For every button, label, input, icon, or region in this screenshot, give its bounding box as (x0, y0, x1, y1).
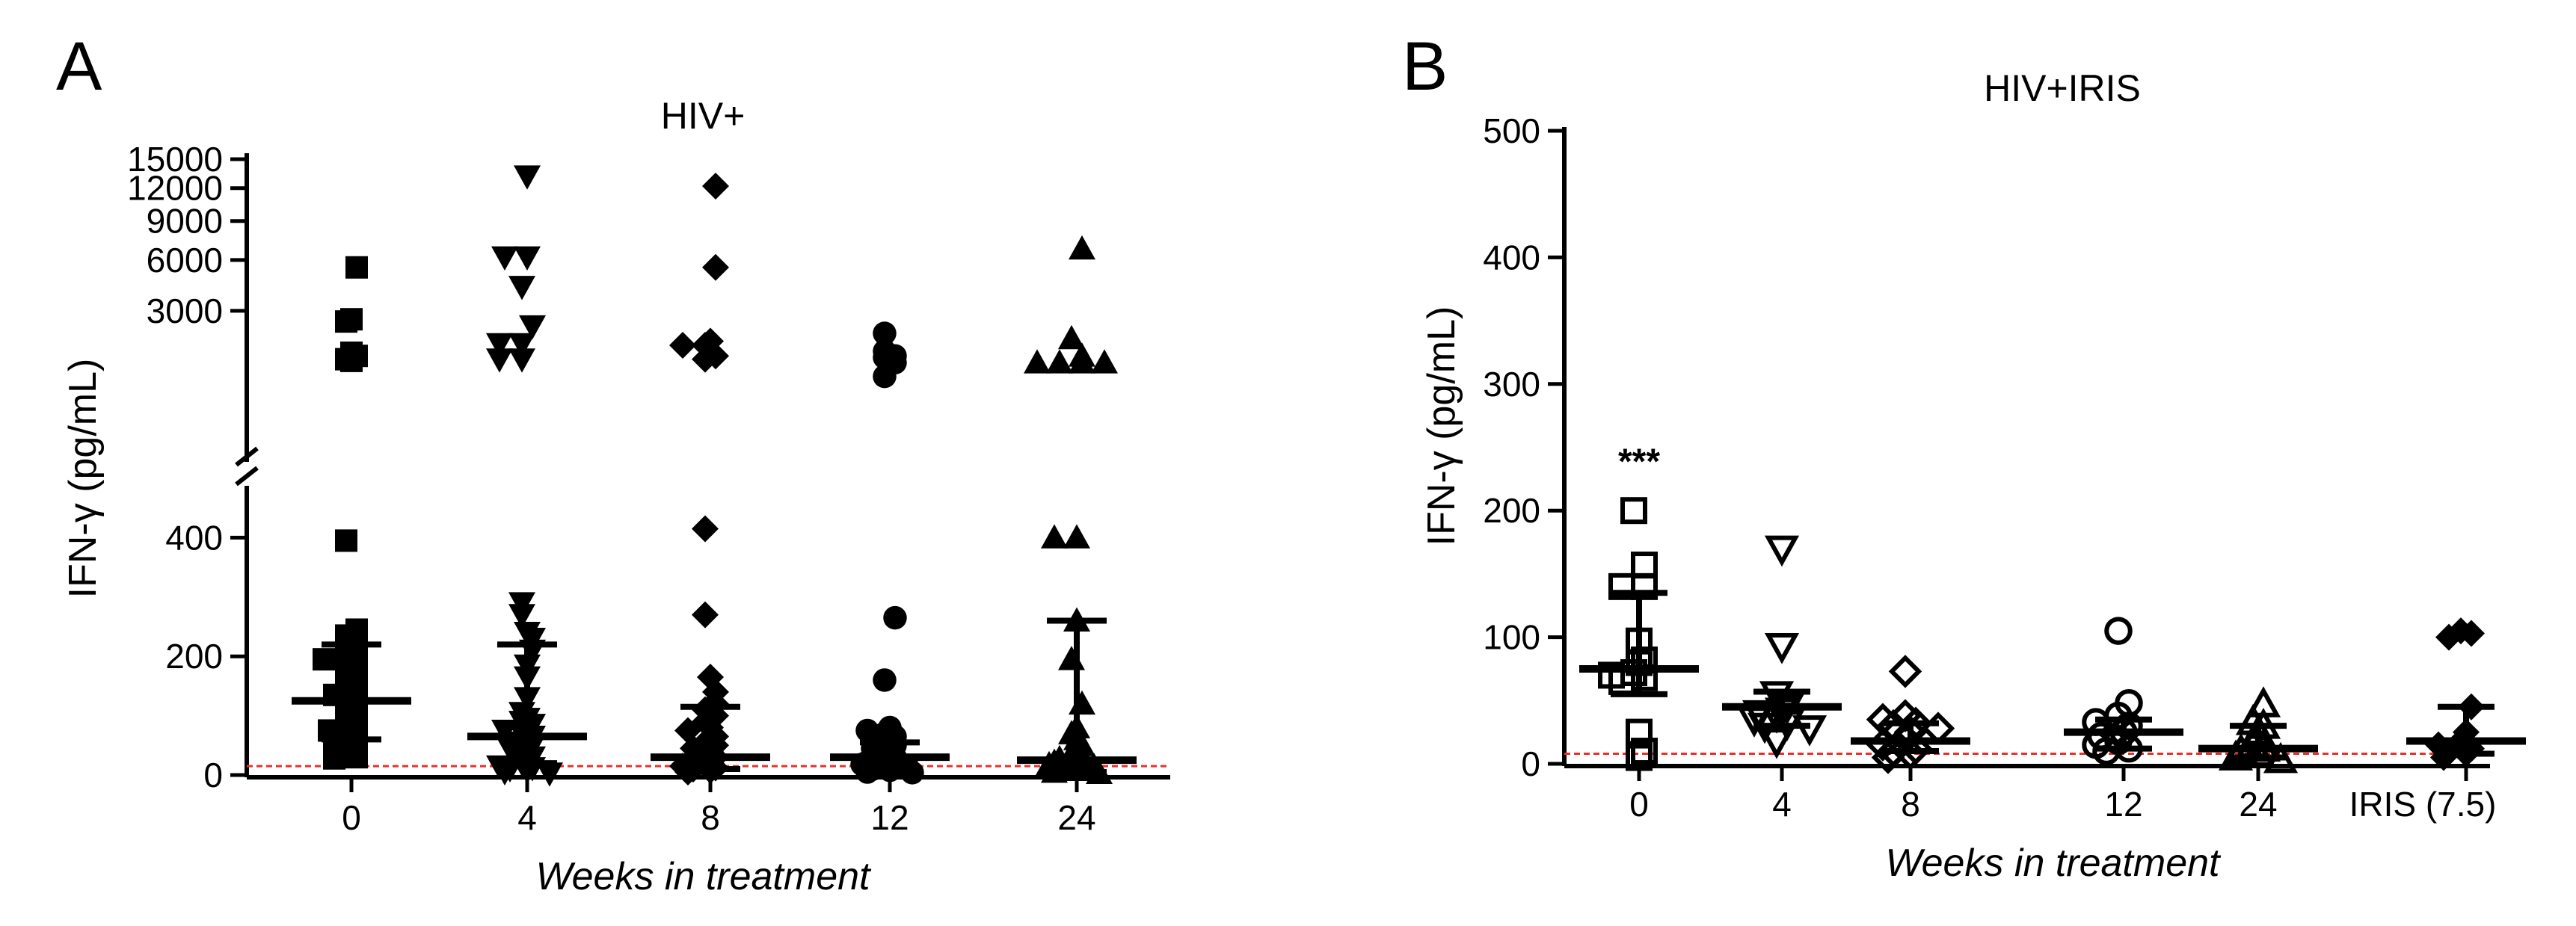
data-point-2-6 (692, 345, 719, 373)
panel-b-x-axis-label: Weeks in treatment (1885, 842, 2222, 885)
data-point-4-1 (1058, 324, 1085, 350)
panel-a: A HIV+ IFN-γ (pg/mL) Weeks in treatment … (56, 28, 1170, 898)
x-tick-label-3: 12 (870, 798, 909, 837)
data-point-5-2 (2435, 623, 2462, 651)
data-point-0-8 (335, 529, 357, 552)
data-point-4-11 (1069, 690, 1095, 715)
data-point-1-5 (508, 333, 535, 358)
y-tick-label-1: 100 (1483, 618, 1540, 657)
data-point-4-0 (1069, 235, 1095, 260)
y-tick-label-upper-4: 15000 (127, 140, 223, 179)
data-point-4-5 (1091, 349, 1118, 374)
x-tick-label-0: 0 (1629, 785, 1649, 824)
x-tick-label-5: IRIS (7.5) (2349, 785, 2497, 824)
data-point-0-2 (335, 310, 357, 333)
data-point-0-16 (313, 648, 335, 671)
y-tick-label-lower-0: 0 (203, 756, 223, 794)
data-point-3-5 (873, 364, 897, 389)
data-point-0-0 (1620, 497, 1647, 525)
axis-break-mark-2 (235, 466, 259, 487)
y-tick-label-5: 500 (1483, 111, 1540, 150)
data-point-1-11 (1759, 728, 1795, 759)
data-point-0-0 (345, 256, 368, 279)
data-point-4-3 (1069, 349, 1095, 374)
y-tick-label-2: 200 (1483, 491, 1540, 530)
data-point-4-8 (1041, 524, 1068, 549)
y-tick-label-upper-3: 12000 (127, 169, 223, 208)
data-point-1-0 (514, 165, 541, 190)
x-tick-label-4: 24 (2239, 785, 2277, 824)
x-tick-label-3: 12 (2104, 785, 2142, 824)
data-point-4-4 (1046, 349, 1073, 374)
data-point-3-0 (2104, 617, 2133, 645)
data-point-1-4 (519, 315, 546, 340)
data-point-0-12 (1631, 738, 1658, 765)
y-tick-label-lower-2: 400 (165, 518, 223, 557)
data-point-1-2 (491, 246, 518, 271)
y-tick-label-upper-2: 9000 (147, 202, 223, 241)
data-point-1-39 (536, 762, 563, 787)
data-point-1-1 (1764, 633, 1800, 664)
data-point-1-0 (1764, 535, 1800, 567)
data-point-1-6 (486, 333, 513, 358)
y-tick-label-4: 400 (1483, 238, 1540, 277)
panel-a-y-axis-label: IFN-γ (pg/mL) (61, 359, 105, 599)
data-point-1-10 (1792, 715, 1828, 747)
data-point-4-6 (1024, 349, 1051, 374)
data-point-0-11 (1626, 718, 1653, 746)
x-tick-label-1: 4 (1772, 785, 1792, 824)
panel-b-title: HIV+IRIS (1984, 67, 2141, 109)
data-point-4-10 (1058, 646, 1085, 670)
y-tick-label-upper-1: 6000 (147, 241, 223, 280)
significance-annotation: *** (1618, 442, 1660, 481)
panel-a-title: HIV+ (661, 95, 746, 137)
x-tick-label-0: 0 (342, 798, 361, 837)
data-point-4-7 (1063, 524, 1090, 549)
data-point-5-1 (2458, 620, 2485, 647)
data-point-1-10 (508, 604, 535, 629)
panel-a-x-axis-label: Weeks in treatment (535, 855, 872, 898)
panel-b-y-axis-label: IFN-γ (pg/mL) (1420, 306, 1463, 546)
data-point-2-0 (702, 173, 729, 200)
panel-b-plot: 0 100 200 300 400 500 0 4 8 12 24 IRIS (7.5) *** (1483, 111, 2526, 824)
data-point-2-8 (692, 601, 719, 629)
data-point-2-4 (669, 332, 696, 359)
y-tick-label-lower-1: 200 (165, 637, 223, 676)
y-tick-label-0: 0 (1521, 744, 1540, 783)
panel-label-a: A (56, 28, 102, 105)
panel-b: B HIV+IRIS IFN-γ (pg/mL) Weeks in treatm… (1402, 28, 2526, 885)
data-point-1-7 (508, 348, 535, 373)
data-point-3-6 (883, 605, 907, 630)
data-point-1-38 (491, 761, 518, 786)
data-point-2-1 (702, 253, 729, 281)
data-point-1-1 (514, 246, 541, 271)
data-point-2-7 (692, 515, 719, 543)
data-point-0-1 (1631, 552, 1658, 579)
x-tick-label-4: 24 (1057, 798, 1095, 837)
data-point-2-0 (1888, 655, 1922, 688)
data-point-1-3 (508, 276, 535, 300)
data-point-3-7 (873, 668, 897, 692)
y-tick-label-3: 300 (1483, 365, 1540, 404)
x-tick-label-2: 8 (701, 798, 720, 837)
data-point-3-0 (873, 321, 897, 345)
data-point-0-45 (345, 746, 368, 769)
panel-label-b: B (1402, 28, 1448, 105)
data-point-0-7 (340, 349, 363, 372)
x-tick-label-1: 4 (517, 798, 537, 837)
data-point-0-46 (323, 747, 345, 770)
axis-break-mark-1 (235, 446, 259, 467)
data-point-0-13 (1626, 744, 1653, 771)
data-point-1-8 (486, 348, 513, 373)
y-tick-label-upper-0: 3000 (147, 291, 223, 330)
data-point-0-3 (1608, 572, 1635, 600)
data-point-3-30 (900, 761, 924, 785)
x-tick-label-2: 8 (1901, 785, 1920, 824)
